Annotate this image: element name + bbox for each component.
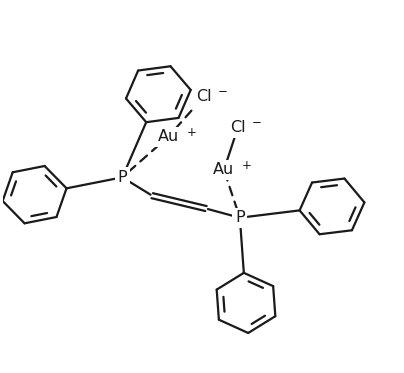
Text: −: −	[218, 85, 228, 98]
Text: Cl: Cl	[196, 89, 212, 104]
Text: +: +	[242, 159, 252, 172]
Text: P: P	[235, 210, 245, 225]
Text: P: P	[118, 170, 127, 185]
Text: Au: Au	[158, 129, 179, 144]
Text: +: +	[186, 126, 196, 139]
Text: Cl: Cl	[230, 120, 246, 135]
Text: Au: Au	[213, 163, 235, 178]
Text: −: −	[252, 116, 262, 129]
